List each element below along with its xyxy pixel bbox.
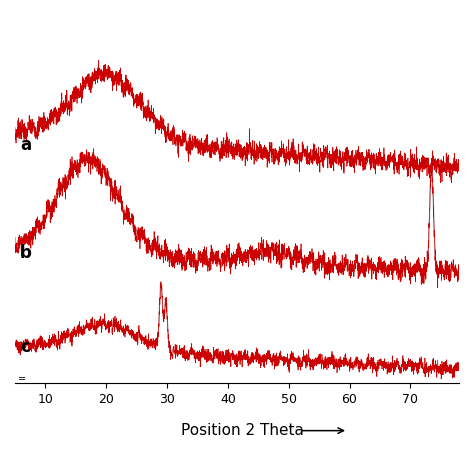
Text: =: = [18, 374, 26, 384]
Text: b: b [20, 244, 32, 262]
Text: a: a [20, 136, 31, 154]
Text: c: c [20, 338, 30, 356]
Text: Position 2 Theta: Position 2 Theta [181, 423, 304, 438]
